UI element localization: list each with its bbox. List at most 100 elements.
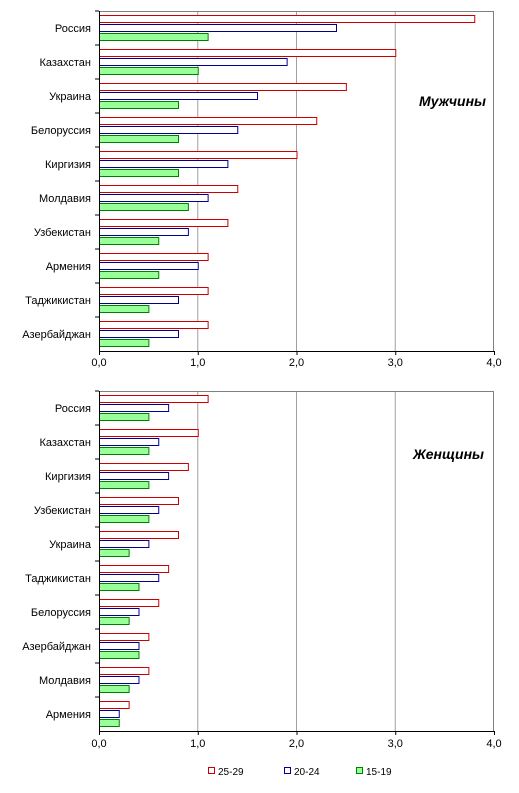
category-label: Азербайджан: [22, 641, 91, 653]
bar-20-24-1: [99, 24, 337, 32]
bar-25-29-9: [99, 667, 150, 675]
category-label: Украина: [49, 91, 92, 103]
category-label: Армения: [46, 261, 91, 273]
bar-15-19-8: [99, 651, 140, 659]
bar-20-24-8: [99, 642, 140, 650]
bar-15-19-8: [99, 271, 160, 279]
bar-20-24-10: [99, 330, 179, 338]
bar-20-24-5: [99, 540, 150, 548]
bar-20-24-3: [99, 92, 258, 100]
x-tick-label: 2,0: [289, 738, 304, 750]
bar-15-19-3: [99, 481, 150, 489]
bar-15-19-6: [99, 203, 189, 211]
chart-panel-2: Россия Казахстан Киргизия Узбекистан Украина…: [22, 390, 502, 750]
bar-25-29-8: [99, 253, 209, 261]
bar-20-24-9: [99, 296, 179, 304]
bar-25-29-6: [99, 565, 170, 573]
bar-25-29-2: [99, 49, 397, 57]
bar-25-29-8: [99, 633, 150, 641]
chart-legend: 25-29 20-24 15-19: [208, 767, 392, 778]
bar-20-24-8: [99, 262, 199, 270]
bar-25-29-1: [99, 395, 209, 403]
legend-label: 25-29: [218, 767, 244, 778]
bar-20-24-1: [99, 404, 170, 412]
category-label: Армения: [46, 709, 91, 721]
bar-25-29-4: [99, 117, 318, 125]
bar-15-19-2: [99, 447, 150, 455]
bar-25-29-4: [99, 497, 179, 505]
bar-20-24-4: [99, 126, 239, 134]
bar-25-29-7: [99, 599, 160, 607]
x-tick-label: 0,0: [91, 357, 106, 369]
category-label: Молдавия: [39, 675, 91, 687]
bar-20-24-6: [99, 194, 209, 202]
category-label: Таджикистан: [25, 573, 91, 585]
bar-25-29-5: [99, 151, 298, 159]
category-label: Украина: [49, 539, 92, 551]
panel-title: Мужчины: [419, 93, 486, 109]
bar-20-24-4: [99, 506, 160, 514]
x-tick-label: 3,0: [388, 738, 403, 750]
x-tick-label: 0,0: [91, 738, 106, 750]
legend-label: 15-19: [366, 767, 392, 778]
bar-25-29-2: [99, 429, 199, 437]
x-tick-label: 4,0: [486, 357, 501, 369]
bar-25-29-7: [99, 219, 229, 227]
category-label: Таджикистан: [25, 295, 91, 307]
bar-20-24-2: [99, 58, 288, 66]
legend-swatch-20-24: [284, 767, 291, 774]
x-tick-label: 3,0: [388, 357, 403, 369]
panel-title: Женщины: [412, 446, 484, 462]
bar-15-19-5: [99, 549, 130, 557]
bar-25-29-6: [99, 185, 239, 193]
bar-20-24-7: [99, 608, 140, 616]
x-tick-label: 1,0: [190, 357, 205, 369]
bar-20-24-3: [99, 472, 170, 480]
category-label: Узбекистан: [34, 505, 91, 517]
bar-25-29-1: [99, 15, 476, 23]
bar-15-19-4: [99, 515, 150, 523]
bar-15-19-10: [99, 719, 120, 727]
bar-20-24-5: [99, 160, 229, 168]
x-tick-label: 4,0: [486, 738, 501, 750]
bar-20-24-6: [99, 574, 160, 582]
category-label: Россия: [55, 403, 91, 415]
bar-25-29-9: [99, 287, 209, 295]
bar-15-19-1: [99, 413, 150, 421]
category-label: Киргизия: [45, 471, 91, 483]
x-tick-label: 1,0: [190, 738, 205, 750]
bar-20-24-2: [99, 438, 160, 446]
bar-20-24-10: [99, 710, 120, 718]
bar-20-24-9: [99, 676, 140, 684]
bar-15-19-1: [99, 33, 209, 41]
category-label: Азербайджан: [22, 329, 91, 341]
category-label: Узбекистан: [34, 227, 91, 239]
bar-15-19-7: [99, 237, 160, 245]
bar-15-19-7: [99, 617, 130, 625]
bar-25-29-10: [99, 321, 209, 329]
bar-15-19-3: [99, 101, 179, 109]
category-label: Белоруссия: [31, 607, 91, 619]
category-label: Молдавия: [39, 193, 91, 205]
bar-15-19-5: [99, 169, 179, 177]
x-tick-label: 2,0: [289, 357, 304, 369]
category-label: Казахстан: [39, 437, 91, 449]
category-label: Казахстан: [39, 57, 91, 69]
chart-panel-1: Россия Казахстан Украина Белоруссия Киргизия…: [22, 10, 502, 369]
bar-15-19-6: [99, 583, 140, 591]
bar-15-19-9: [99, 305, 150, 313]
legend-swatch-25-29: [208, 767, 215, 774]
bar-25-29-5: [99, 531, 179, 539]
bar-25-29-3: [99, 83, 347, 91]
bar-15-19-10: [99, 339, 150, 347]
bar-15-19-4: [99, 135, 179, 143]
bar-25-29-3: [99, 463, 189, 471]
legend-swatch-15-19: [356, 767, 363, 774]
bar-15-19-2: [99, 67, 199, 75]
category-label: Россия: [55, 23, 91, 35]
legend-label: 20-24: [294, 767, 320, 778]
bar-25-29-10: [99, 701, 130, 709]
category-label: Белоруссия: [31, 125, 91, 137]
